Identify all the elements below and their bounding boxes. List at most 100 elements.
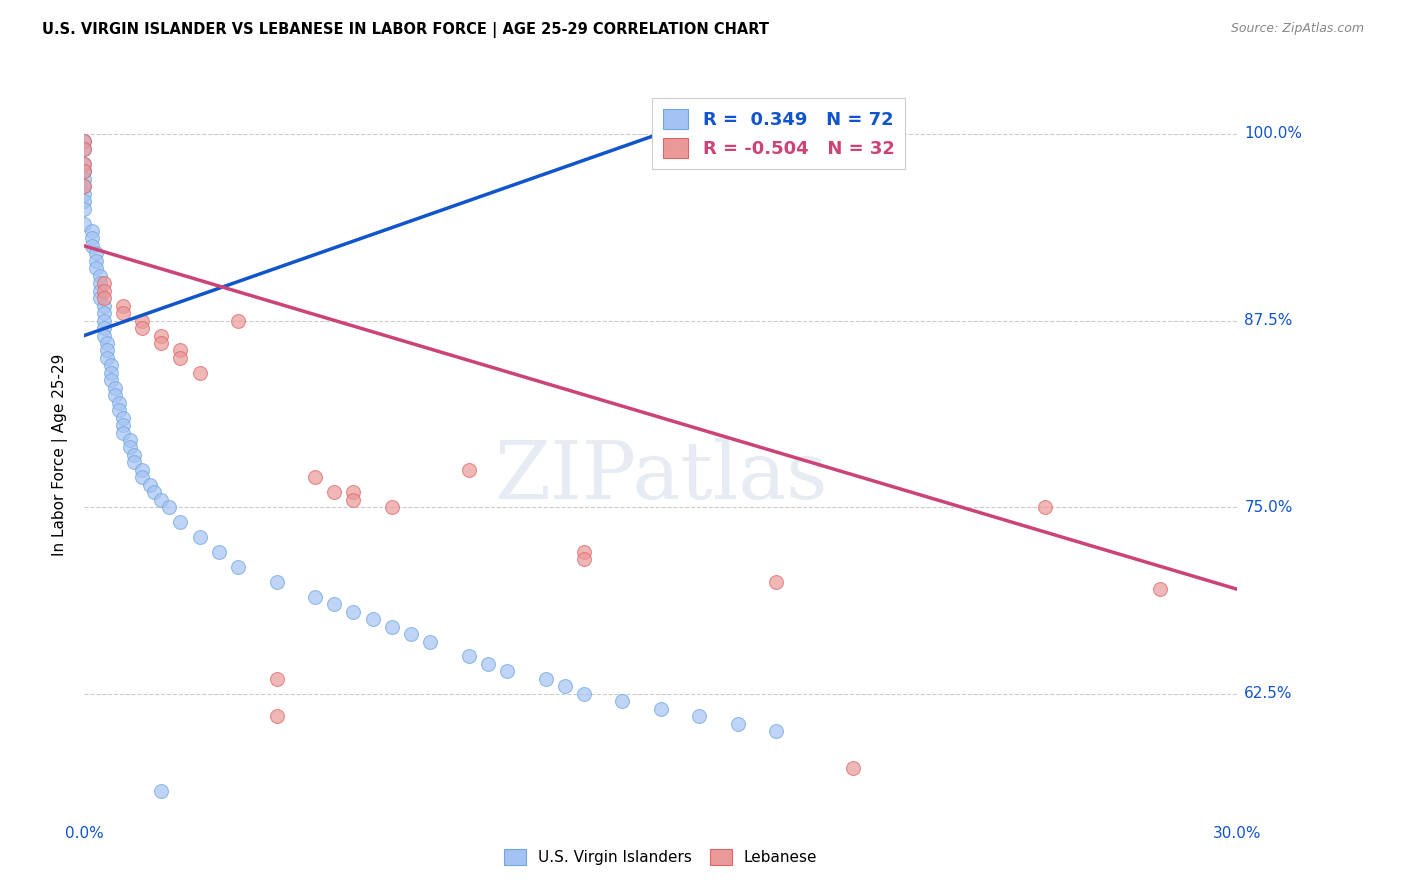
Point — [104, 381, 127, 395]
Point — [73, 202, 96, 216]
Point — [554, 679, 576, 693]
Point — [120, 433, 142, 447]
Point — [188, 366, 211, 380]
Point — [80, 224, 103, 238]
Point — [84, 246, 107, 260]
Point — [457, 649, 479, 664]
Point — [73, 171, 96, 186]
Point — [226, 560, 249, 574]
Point — [100, 366, 122, 380]
Point — [124, 455, 146, 469]
Point — [650, 701, 672, 715]
Point — [150, 784, 173, 798]
Point — [120, 441, 142, 455]
Point — [89, 268, 111, 283]
Point — [131, 463, 153, 477]
Point — [381, 619, 404, 633]
Point — [73, 194, 96, 209]
Point — [266, 574, 288, 589]
Point — [342, 492, 364, 507]
Point — [496, 665, 519, 679]
Point — [188, 530, 211, 544]
Text: ZIPatlas: ZIPatlas — [494, 438, 828, 516]
Point — [93, 277, 115, 291]
Point — [73, 142, 96, 156]
Text: 87.5%: 87.5% — [1244, 313, 1292, 328]
Point — [104, 388, 127, 402]
Point — [727, 716, 749, 731]
Text: 62.5%: 62.5% — [1244, 686, 1292, 701]
Point — [131, 321, 153, 335]
Point — [266, 709, 288, 723]
Text: Source: ZipAtlas.com: Source: ZipAtlas.com — [1230, 22, 1364, 36]
Point — [111, 418, 134, 433]
Point — [142, 485, 165, 500]
Point — [266, 672, 288, 686]
Point — [96, 351, 118, 365]
Point — [111, 425, 134, 440]
Point — [304, 590, 326, 604]
Point — [323, 485, 346, 500]
Point — [80, 239, 103, 253]
Point — [477, 657, 499, 671]
Point — [73, 179, 96, 194]
Point — [138, 477, 160, 491]
Point — [108, 403, 131, 417]
Point — [108, 395, 131, 409]
Point — [73, 135, 96, 149]
Point — [93, 321, 115, 335]
Point — [169, 343, 191, 358]
Point — [612, 694, 634, 708]
Point — [534, 672, 557, 686]
Text: 100.0%: 100.0% — [1244, 127, 1302, 142]
Point — [93, 328, 115, 343]
Point — [96, 343, 118, 358]
Point — [100, 359, 122, 373]
Point — [73, 157, 96, 171]
Point — [73, 142, 96, 156]
Point — [150, 492, 173, 507]
Point — [399, 627, 422, 641]
Point — [93, 299, 115, 313]
Point — [93, 306, 115, 320]
Point — [73, 164, 96, 178]
Point — [765, 724, 787, 739]
Point — [572, 552, 595, 566]
Point — [208, 545, 231, 559]
Point — [304, 470, 326, 484]
Point — [226, 313, 249, 327]
Point — [93, 313, 115, 327]
Point — [131, 313, 153, 327]
Point — [150, 335, 173, 350]
Point — [157, 500, 180, 515]
Point — [84, 253, 107, 268]
Point — [89, 284, 111, 298]
Point — [80, 231, 103, 245]
Point — [572, 545, 595, 559]
Point — [765, 574, 787, 589]
Point — [381, 500, 404, 515]
Point — [93, 291, 115, 305]
Point — [100, 373, 122, 387]
Point — [124, 448, 146, 462]
Point — [89, 291, 111, 305]
Point — [169, 515, 191, 529]
Text: U.S. VIRGIN ISLANDER VS LEBANESE IN LABOR FORCE | AGE 25-29 CORRELATION CHART: U.S. VIRGIN ISLANDER VS LEBANESE IN LABO… — [42, 22, 769, 38]
Point — [842, 761, 865, 775]
Point — [1149, 582, 1171, 597]
Point — [323, 597, 346, 611]
Point — [688, 709, 710, 723]
Point — [73, 135, 96, 149]
Point — [361, 612, 384, 626]
Point — [111, 299, 134, 313]
Point — [111, 410, 134, 425]
Point — [93, 284, 115, 298]
Point — [73, 164, 96, 178]
Point — [84, 261, 107, 276]
Point — [96, 335, 118, 350]
Point — [111, 306, 134, 320]
Point — [89, 277, 111, 291]
Point — [73, 157, 96, 171]
Point — [73, 217, 96, 231]
Point — [1033, 500, 1056, 515]
